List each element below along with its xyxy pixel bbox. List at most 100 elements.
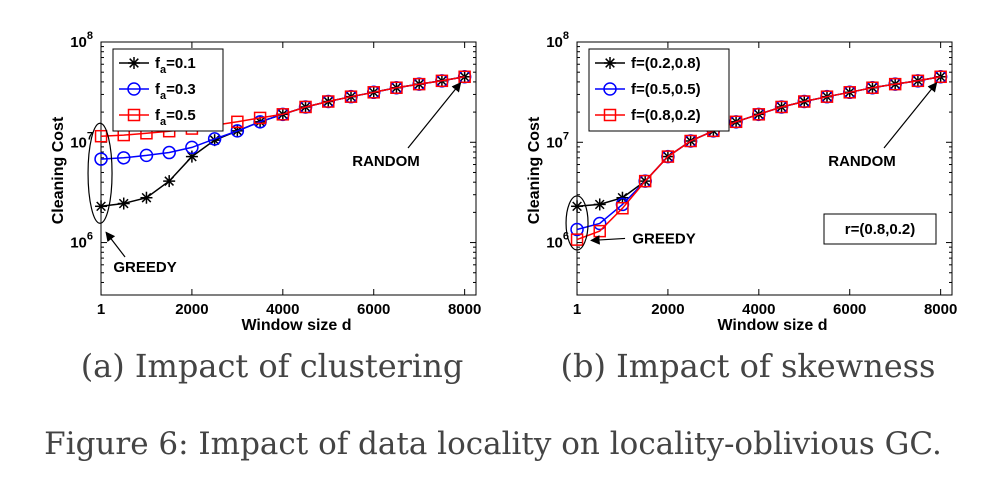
y-tick-base: 10 <box>546 235 563 252</box>
asterisk-stroke <box>572 201 582 212</box>
data-point <box>299 100 312 114</box>
y-tick-base: 10 <box>70 134 87 151</box>
x-tick-label: 8000 <box>924 301 957 318</box>
y-tick-label: 108 <box>70 30 93 51</box>
x-tick-label: 6000 <box>357 301 390 318</box>
data-point <box>139 148 154 163</box>
data-point <box>344 90 358 103</box>
data-point <box>866 81 879 94</box>
y-axis-label: Cleaning Cost <box>50 116 67 224</box>
data-point <box>592 216 607 231</box>
y-tick-base: 10 <box>70 235 87 252</box>
legend-marker <box>603 108 617 122</box>
y-tick-base: 10 <box>70 34 87 51</box>
y-tick-exponent: 7 <box>87 130 93 142</box>
x-axis-label: Window size d <box>717 317 827 334</box>
asterisk-stroke <box>187 151 197 162</box>
data-point <box>843 86 856 99</box>
y-tick-label: 106 <box>546 231 569 252</box>
asterisk-stroke <box>594 199 605 210</box>
legend-label: f=(0.2,0.8) <box>631 55 701 72</box>
x-tick-label: 6000 <box>833 301 866 318</box>
legend-marker <box>127 108 141 122</box>
data-point <box>435 74 449 88</box>
data-point <box>276 108 290 121</box>
legend-label-main: f <box>155 55 161 72</box>
data-point <box>207 132 222 146</box>
legend-label-rest: =0.1 <box>166 55 196 72</box>
data-point <box>661 150 675 163</box>
plot-frame <box>100 41 477 296</box>
greedy-ellipse <box>565 195 589 251</box>
asterisk-stroke <box>118 198 129 209</box>
asterisk-stroke <box>459 71 470 82</box>
legend-label-main: f <box>155 107 161 124</box>
asterisk-stroke <box>129 58 139 68</box>
legend-label: fa=0.3 <box>155 81 196 102</box>
legend-label-sub: a <box>160 116 167 128</box>
legend-label-main: f=(0.2,0.8) <box>631 55 701 72</box>
y-tick-base: 10 <box>546 34 563 51</box>
r-ratio-box <box>823 213 937 245</box>
data-point <box>775 100 788 114</box>
x-tick-label: 8000 <box>448 301 481 318</box>
greedy-ellipse <box>87 122 113 224</box>
asterisk-stroke <box>164 176 175 186</box>
legend-marker <box>603 82 617 96</box>
data-point <box>820 90 834 103</box>
y-axis-label: Cleaning Cost <box>526 116 543 224</box>
data-point <box>163 175 176 188</box>
legend-marker <box>604 57 616 69</box>
x-tick-label: 2000 <box>175 301 208 318</box>
legend-label-main: f=(0.5,0.5) <box>631 81 701 98</box>
data-point <box>934 70 947 83</box>
asterisk-stroke <box>605 58 615 68</box>
r-ratio-label: r=(0.8,0.2) <box>845 221 915 238</box>
y-tick-label: 106 <box>70 231 93 252</box>
y-tick-exponent: 6 <box>563 231 569 243</box>
figure-caption: Figure 6: Impact of data locality on loc… <box>44 426 942 462</box>
legend-label: fa=0.5 <box>155 107 196 128</box>
x-axis-label: Window size d <box>241 317 351 334</box>
data-point <box>729 115 743 129</box>
legend-label-sub: a <box>160 90 167 102</box>
data-point <box>570 222 584 237</box>
y-tick-label: 108 <box>546 30 569 51</box>
data-point <box>185 150 198 163</box>
x-tick-label: 2000 <box>651 301 684 318</box>
data-point <box>798 95 811 108</box>
legend-label-rest: =0.3 <box>166 81 196 98</box>
data-point <box>140 191 153 204</box>
y-tick-exponent: 8 <box>563 30 569 42</box>
random-annotation: RANDOM <box>828 153 896 170</box>
legend-box <box>588 48 730 132</box>
asterisk-stroke <box>96 201 106 212</box>
random-arrow <box>407 82 462 149</box>
data-point <box>593 198 606 211</box>
data-point <box>571 200 584 213</box>
y-tick-base: 10 <box>546 134 563 151</box>
data-point <box>684 134 697 148</box>
legend-label-rest: =0.5 <box>166 107 196 124</box>
asterisk-stroke <box>935 71 946 82</box>
data-point <box>412 77 426 91</box>
data-point <box>230 124 245 138</box>
legend-label: fa=0.1 <box>155 55 196 76</box>
x-tick-label: 1 <box>97 301 105 318</box>
y-tick-exponent: 8 <box>87 30 93 42</box>
data-point <box>570 233 584 246</box>
random-annotation: RANDOM <box>352 153 420 170</box>
y-tick-label: 107 <box>546 130 569 151</box>
data-point <box>911 74 925 88</box>
y-tick-label: 107 <box>70 130 93 151</box>
data-point <box>458 70 471 84</box>
data-point <box>117 197 130 210</box>
legend-label: f=(0.5,0.5) <box>631 81 701 98</box>
greedy-annotation: GREEDY <box>632 230 695 247</box>
data-point <box>116 151 131 165</box>
greedy-annotation: GREEDY <box>113 259 176 276</box>
data-point <box>934 70 947 84</box>
data-point <box>367 86 380 99</box>
series-line <box>100 76 465 137</box>
